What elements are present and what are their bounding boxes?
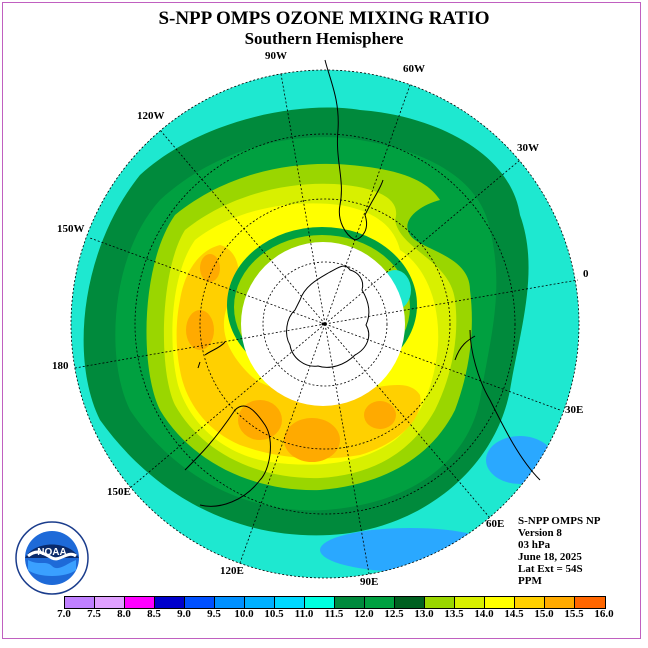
info-pressure-level: 03 hPa [518,539,551,551]
colorbar-tick-label: 14.0 [474,608,494,620]
colorbar-bin [215,597,245,608]
colorbar-tick-label: 14.5 [504,608,524,620]
lon-label-30e: 30E [565,404,584,416]
south-africa-tip [454,335,476,361]
lon-label-150w: 150W [57,223,85,235]
colorbar-tick-label: 11.5 [324,608,344,620]
info-lat-extent: Lat Ext = 54S [518,563,583,575]
product-info: S-NPP OMPS NP Version 8 03 hPa June 18, … [518,515,601,587]
colorbar-tick-label: 13.0 [414,608,434,620]
colorbar-tick-label: 7.0 [57,608,71,620]
colorbar-bin [485,597,515,608]
antarctica-coast [286,265,370,368]
colorbar-tick-label: 12.5 [384,608,404,620]
graticule [70,69,580,579]
colorbar-tick-label: 9.5 [207,608,221,620]
colorbar-bin [575,597,605,608]
noaa-logo-text: NOAA [37,547,66,558]
coastlines [184,59,541,507]
max-ozone-blob-4 [200,254,220,282]
colorbar-ticks: 7.0 7.5 8.0 8.5 9.0 9.5 10.0 10.5 11.0 11.5 12.0 12… [0,608,648,622]
contour-14-0 [176,245,421,459]
south-pole-marker [321,322,325,326]
colorbar-bin [395,597,425,608]
australia-coast [184,405,271,507]
south-america-coast [324,59,384,241]
colorbar-bin [65,597,95,608]
lon-label-60w: 60W [403,63,425,75]
colorbar-bin [155,597,185,608]
colorbar [64,596,606,609]
lon-label-90w: 90W [265,50,287,62]
max-ozone-blob-2 [238,400,282,440]
info-date: June 18, 2025 [518,551,582,563]
lon-label-0: 0 [583,268,589,280]
info-version: Version 8 [518,527,562,539]
colorbar-bin [365,597,395,608]
lon-label-90e: 90E [360,576,379,588]
figure-frame [2,2,641,639]
colorbar-bin [245,597,275,608]
africa-coast [469,329,541,481]
colorbar-bin [125,597,155,608]
lon-label-60e: 60E [486,518,505,530]
new-zealand-coast [197,341,226,369]
low-ozone-patch-south [320,528,500,572]
colorbar-bin [95,597,125,608]
colorbar-bin [305,597,335,608]
colorbar-bin [185,597,215,608]
info-instrument: S-NPP OMPS NP [518,515,601,527]
noaa-logo: NOAA [15,521,89,595]
colorbar-bin [455,597,485,608]
colorbar-tick-label: 8.0 [117,608,131,620]
max-ozone-blob-5 [364,401,396,429]
colorbar-tick-label: 9.0 [177,608,191,620]
lon-label-30w: 30W [517,142,539,154]
colorbar-tick-label: 13.5 [444,608,464,620]
colorbar-bin [425,597,455,608]
lon-label-120e: 120E [220,565,244,577]
colorbar-bin [515,597,545,608]
colorbar-tick-label: 8.5 [147,608,161,620]
map-subtitle: Southern Hemisphere [244,29,404,48]
colorbar-tick-label: 10.5 [264,608,284,620]
lon-label-180: 180 [52,360,69,372]
colorbar-tick-label: 12.0 [354,608,374,620]
info-units: PPM [518,575,542,587]
low-ozone-patch-east [486,436,554,484]
colorbar-tick-label: 16.0 [594,608,614,620]
colorbar-tick-label: 15.0 [534,608,554,620]
colorbar-bin [545,597,575,608]
map-title: S-NPP OMPS OZONE MIXING RATIO [158,8,490,29]
lon-label-150e: 150E [107,486,131,498]
max-ozone-blob-3 [186,310,214,350]
colorbar-bin [275,597,305,608]
colorbar-bin [335,597,365,608]
colorbar-tick-label: 11.0 [294,608,314,620]
colorbar-tick-label: 10.0 [234,608,254,620]
max-ozone-blob-1 [284,418,340,462]
lon-label-120w: 120W [137,110,165,122]
colorbar-tick-label: 15.5 [564,608,584,620]
colorbar-tick-label: 7.5 [87,608,101,620]
